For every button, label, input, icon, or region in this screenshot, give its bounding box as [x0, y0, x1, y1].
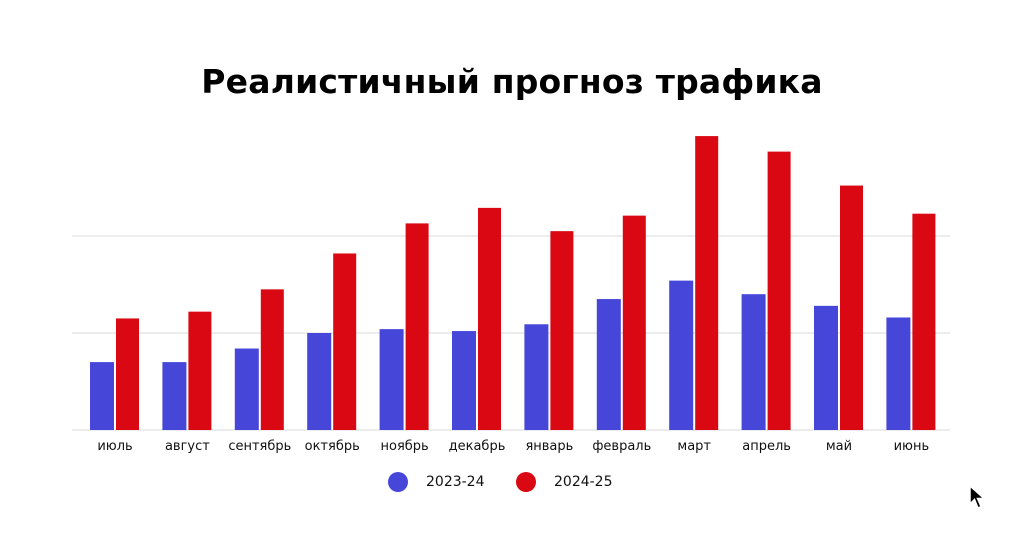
x-tick-label: январь	[525, 439, 573, 454]
bar-2024-25-ноябрь	[405, 223, 429, 430]
x-tick-label: октябрь	[305, 439, 360, 454]
bar-2024-25-февраль	[622, 215, 646, 430]
x-tick-label: ноябрь	[380, 439, 428, 454]
x-tick-label: май	[826, 439, 852, 454]
bar-2023-24-июль	[90, 362, 114, 430]
x-tick-label: апрель	[742, 439, 791, 454]
arrow-cursor-icon	[969, 484, 986, 510]
x-tick-label: июнь	[894, 439, 930, 454]
x-tick-label: июль	[97, 439, 132, 454]
bar-2023-24-январь	[524, 324, 549, 430]
chart-title: Реалистичный прогноз трафика	[201, 62, 823, 101]
bar-2024-25-март	[695, 136, 719, 430]
x-tick-label: август	[165, 439, 210, 454]
x-tick-label: февраль	[592, 439, 651, 454]
bar-2023-24-декабрь	[452, 331, 476, 430]
x-tick-label: март	[677, 439, 711, 454]
bar-2024-25-октябрь	[333, 253, 357, 430]
bar-2024-25-апрель	[767, 151, 791, 431]
bar-2023-24-сентябрь	[234, 348, 259, 430]
bar-2024-25-август	[188, 311, 212, 430]
bar-2023-24-май	[814, 305, 838, 430]
legend-swatch-2024-25	[516, 472, 536, 492]
bar-2024-25-январь	[550, 231, 574, 430]
legend-item-2023-24: 2023-24	[388, 472, 485, 492]
bar-2023-24-июнь	[886, 317, 911, 430]
bar-2023-24-август	[162, 362, 187, 430]
bar-2024-25-июнь	[912, 213, 936, 430]
bar-2023-24-февраль	[596, 299, 621, 430]
bar-2024-25-июль	[116, 318, 139, 430]
bar-2023-24-октябрь	[307, 333, 332, 430]
x-tick-label: сентябрь	[228, 439, 291, 454]
legend-label-2023-24: 2023-24	[426, 474, 485, 490]
bar-2024-25-декабрь	[478, 207, 501, 430]
bar-2023-24-ноябрь	[379, 329, 404, 430]
legend-item-2024-25: 2024-25	[516, 472, 613, 492]
bar-2024-25-сентябрь	[260, 289, 284, 430]
bar-2023-24-апрель	[741, 294, 766, 430]
x-tick-label: декабрь	[449, 439, 506, 454]
bar-2023-24-март	[669, 280, 694, 430]
legend-swatch-2023-24	[388, 472, 408, 492]
bar-2024-25-май	[840, 185, 863, 430]
legend-label-2024-25: 2024-25	[554, 474, 613, 490]
